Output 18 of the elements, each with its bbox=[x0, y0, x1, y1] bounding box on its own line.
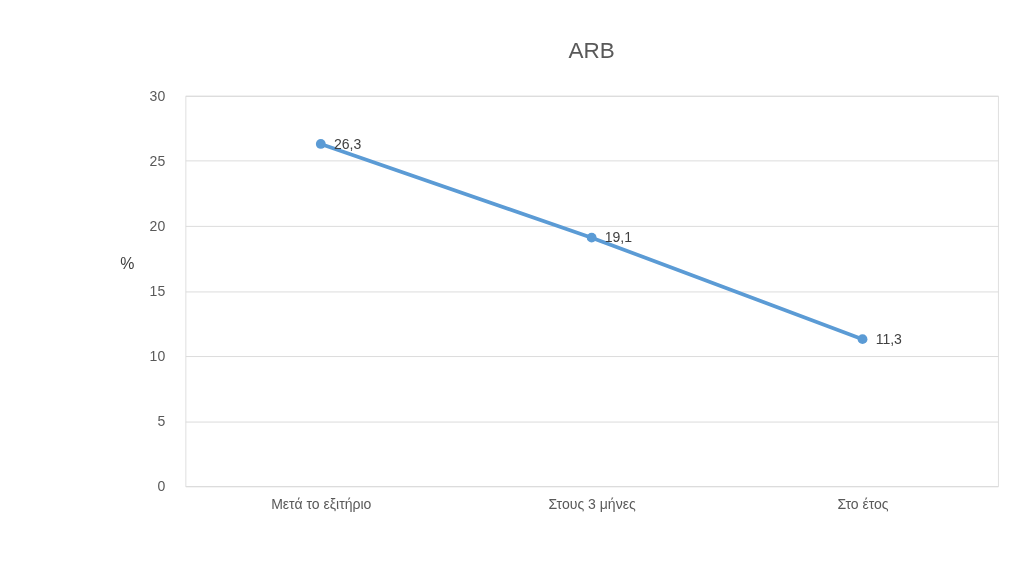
y-tick-label: 15 bbox=[149, 283, 166, 300]
data-label: 26,3 bbox=[333, 135, 362, 152]
y-tick-label: 25 bbox=[149, 153, 166, 170]
y-axis-title: % bbox=[120, 255, 135, 273]
y-tick-label: 20 bbox=[149, 218, 166, 235]
x-tick-label: Μετά το εξιτήριο bbox=[271, 496, 372, 513]
x-tick-label: Στο έτος bbox=[837, 496, 889, 513]
y-tick-label: 5 bbox=[157, 413, 166, 430]
chart-title: ARB bbox=[568, 38, 615, 64]
data-label: 19,1 bbox=[604, 229, 633, 246]
point bbox=[315, 139, 326, 149]
x-tick-label: Στους 3 μήνες bbox=[548, 496, 636, 513]
y-tick-label: 30 bbox=[149, 87, 166, 104]
y-tick-label: 0 bbox=[157, 478, 166, 495]
y-tick-label: 10 bbox=[149, 348, 166, 365]
data-label: 11,3 bbox=[875, 330, 903, 347]
point bbox=[857, 334, 868, 345]
point bbox=[586, 232, 597, 243]
